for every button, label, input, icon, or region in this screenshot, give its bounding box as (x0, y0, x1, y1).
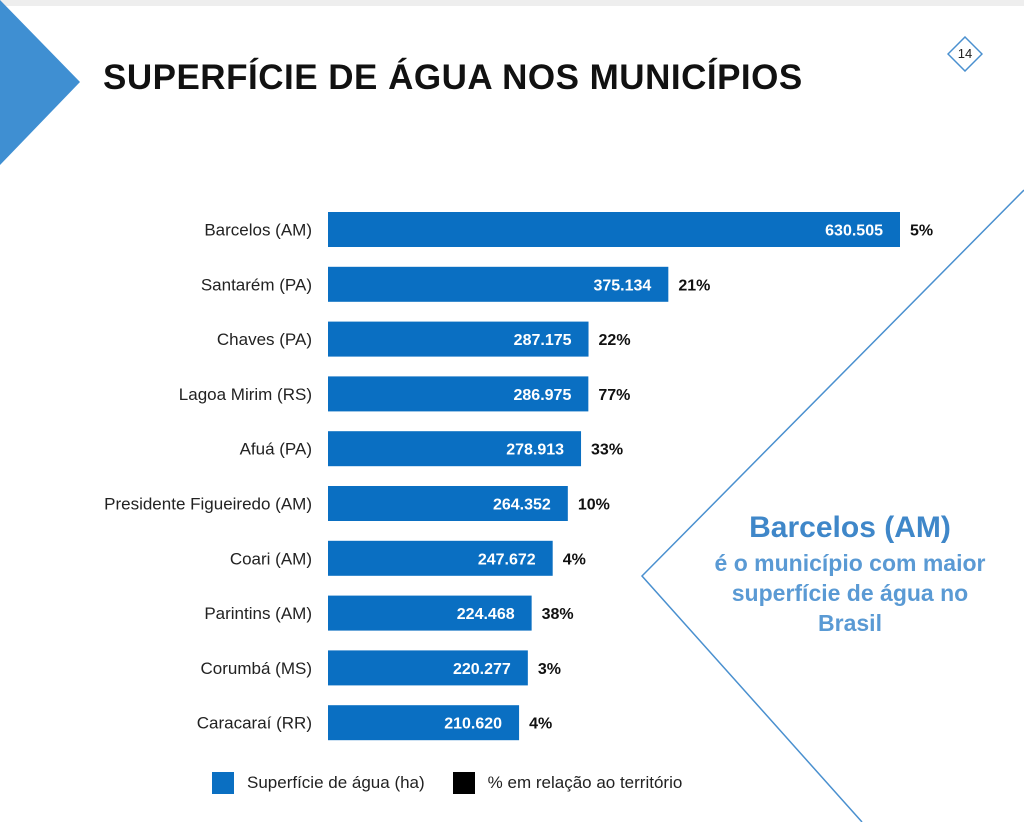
percentage-label: 10% (578, 497, 610, 514)
callout: Barcelos (AM) é o município com maior su… (700, 510, 1000, 638)
top-bar (0, 0, 1024, 6)
bar-value-label: 630.505 (825, 223, 883, 240)
category-label: Barcelos (AM) (204, 221, 312, 240)
percentage-label: 77% (598, 387, 630, 404)
bar (328, 376, 589, 412)
bar-value-label: 287.175 (514, 332, 572, 349)
percentage-label: 3% (538, 661, 561, 678)
percentage-label: 5% (910, 223, 933, 240)
legend-item-water-surface: Superfície de água (ha) (212, 772, 425, 794)
diamond-icon (947, 36, 983, 72)
page-number-badge: 14 (947, 36, 983, 72)
corner-triangle-decoration (0, 0, 80, 165)
callout-highlight: Barcelos (AM) (749, 511, 951, 544)
category-label: Presidente Figueiredo (AM) (104, 495, 312, 514)
bar (328, 650, 528, 686)
category-label: Parintins (AM) (204, 604, 312, 623)
category-label: Caracaraí (RR) (197, 714, 312, 733)
bar-value-label: 264.352 (493, 497, 551, 514)
bar-value-label: 286.975 (514, 387, 572, 404)
category-label: Afuá (PA) (240, 440, 312, 459)
callout-text: é o município com maior superfície de ág… (714, 550, 986, 636)
page-number: 14 (957, 46, 973, 61)
legend-swatch-black (452, 772, 475, 794)
percentage-label: 4% (529, 716, 552, 733)
bar-value-label: 375.134 (593, 277, 651, 294)
category-label: Corumbá (MS) (201, 659, 312, 678)
category-label: Coari (AM) (230, 549, 312, 568)
percentage-label: 21% (678, 277, 710, 294)
bar (328, 595, 532, 631)
category-label: Chaves (PA) (217, 330, 312, 349)
chart-legend: Superfície de água (ha) % em relação ao … (212, 770, 710, 796)
legend-label: Superfície de água (ha) (247, 773, 425, 792)
percentage-label: 4% (563, 551, 586, 568)
bar-value-label: 220.277 (453, 661, 511, 678)
bar (328, 321, 589, 357)
bar-value-label: 224.468 (457, 606, 515, 623)
percentage-label: 38% (542, 606, 574, 623)
percentage-label: 22% (599, 332, 631, 349)
bar (328, 266, 669, 302)
bar (328, 705, 520, 741)
page-title: SUPERFÍCIE DE ÁGUA NOS MUNICÍPIOS (103, 58, 803, 97)
bar-value-label: 278.913 (506, 442, 564, 459)
bar-value-label: 210.620 (444, 716, 502, 733)
legend-label: % em relação ao território (487, 773, 683, 792)
legend-swatch-blue (212, 772, 234, 794)
bar (328, 486, 568, 521)
percentage-label: 33% (591, 442, 623, 459)
bar-value-label: 247.672 (478, 551, 536, 568)
bar (328, 431, 582, 467)
bar (328, 540, 553, 576)
category-label: Santarém (PA) (201, 275, 312, 294)
legend-item-percentage: % em relação ao território (452, 772, 683, 794)
bar (328, 212, 900, 247)
category-label: Lagoa Mirim (RS) (179, 385, 312, 404)
